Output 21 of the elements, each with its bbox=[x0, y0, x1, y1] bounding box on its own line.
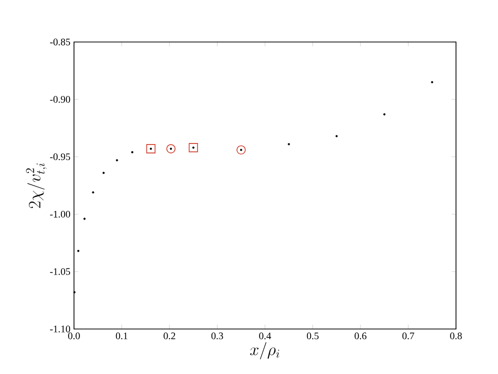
x-tick-label: 0.2 bbox=[164, 332, 176, 340]
y-tick-label: -1.10 bbox=[50, 326, 70, 332]
point bbox=[146, 144, 156, 154]
x-tick-label: 0.5 bbox=[306, 332, 319, 340]
x-tick-label: 0.1 bbox=[116, 332, 128, 340]
y-tick-label: -0.95 bbox=[50, 153, 70, 160]
y-tick-label: -1.05 bbox=[50, 268, 70, 275]
point bbox=[188, 143, 198, 152]
x-tick-label: 0.0 bbox=[68, 332, 80, 340]
y-tick-label: -1.00 bbox=[50, 210, 70, 218]
x-tick-label: 0.8 bbox=[450, 332, 462, 340]
y-tick-label: -0.85 bbox=[50, 38, 70, 46]
x-tick-label: 0.7 bbox=[402, 332, 414, 340]
point bbox=[236, 145, 246, 154]
x-tick-label: 0.6 bbox=[354, 332, 366, 340]
y-tick-label: -0.90 bbox=[50, 96, 70, 103]
point bbox=[166, 144, 176, 154]
x-tick-label: 0.4 bbox=[259, 332, 272, 340]
x-tick-label: 0.3 bbox=[211, 332, 224, 340]
x-axis-title: $x/\rho_i$ bbox=[250, 342, 280, 360]
y-axis-title: $2\chi/v_{t,i}^2$ bbox=[26, 163, 47, 208]
